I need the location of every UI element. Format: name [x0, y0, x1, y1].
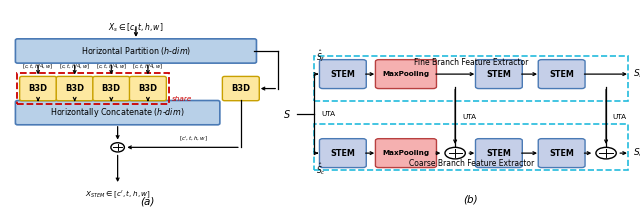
Text: Horizontal Partition ($h$-$dim$): Horizontal Partition ($h$-$dim$) [81, 45, 191, 57]
Text: $[c, t, h/4, w]$: $[c, t, h/4, w]$ [132, 63, 164, 71]
Text: $S_c$: $S_c$ [632, 147, 640, 159]
FancyBboxPatch shape [56, 76, 93, 101]
Text: Horizontally Concatenate ($h$-$dim$): Horizontally Concatenate ($h$-$dim$) [51, 106, 185, 119]
Circle shape [596, 147, 616, 159]
Text: B3D: B3D [65, 84, 84, 93]
FancyBboxPatch shape [129, 76, 166, 101]
Text: MaxPooling: MaxPooling [382, 71, 429, 77]
FancyBboxPatch shape [93, 76, 130, 101]
Text: UTA: UTA [321, 111, 335, 117]
Text: STEM: STEM [549, 149, 574, 158]
FancyBboxPatch shape [222, 76, 259, 101]
Text: $X_s \in [c, t, h, w]$: $X_s \in [c, t, h, w]$ [108, 21, 164, 34]
Text: (a): (a) [140, 196, 154, 206]
FancyBboxPatch shape [376, 139, 436, 168]
FancyBboxPatch shape [476, 139, 522, 168]
Circle shape [111, 143, 124, 152]
Text: STEM: STEM [330, 149, 355, 158]
Circle shape [445, 147, 465, 159]
FancyBboxPatch shape [15, 101, 220, 125]
Text: $[c, t, h/4, w]$: $[c, t, h/4, w]$ [22, 63, 54, 71]
FancyBboxPatch shape [538, 139, 585, 168]
Text: (b): (b) [463, 194, 477, 204]
Text: Coarse Branch Feature Extractor: Coarse Branch Feature Extractor [408, 159, 534, 168]
Text: B3D: B3D [231, 84, 250, 93]
FancyBboxPatch shape [15, 39, 257, 63]
FancyBboxPatch shape [319, 139, 366, 168]
Text: STEM: STEM [549, 70, 574, 79]
Text: MaxPooling: MaxPooling [382, 150, 429, 156]
Text: $\hat{S}_c$: $\hat{S}_c$ [316, 161, 326, 177]
Text: $[c, t, h/4, w]$: $[c, t, h/4, w]$ [59, 63, 90, 71]
Text: $S$: $S$ [284, 108, 291, 120]
Text: B3D: B3D [138, 84, 157, 93]
Text: STEM: STEM [330, 70, 355, 79]
Text: $[c^{\prime}, t, h, w]$: $[c^{\prime}, t, h, w]$ [179, 135, 208, 143]
FancyBboxPatch shape [476, 60, 522, 88]
Text: UTA: UTA [613, 114, 627, 120]
FancyBboxPatch shape [319, 60, 366, 88]
FancyBboxPatch shape [538, 60, 585, 88]
Bar [17, 73, 169, 104]
Text: $[c, t, h/4, w]$: $[c, t, h/4, w]$ [95, 63, 127, 71]
Text: STEM: STEM [486, 70, 511, 79]
Text: Fine Branch Feature Extractor: Fine Branch Feature Extractor [414, 58, 529, 67]
Text: UTA: UTA [462, 114, 476, 120]
Text: STEM: STEM [486, 149, 511, 158]
FancyBboxPatch shape [20, 76, 56, 101]
Text: B3D: B3D [102, 84, 121, 93]
Text: $S_f$: $S_f$ [632, 68, 640, 80]
Text: $X_{STEM} \in [c^{\prime}, t, h, w]$: $X_{STEM} \in [c^{\prime}, t, h, w]$ [84, 189, 150, 200]
FancyBboxPatch shape [376, 60, 436, 88]
Text: $\hat{S}_f$: $\hat{S}_f$ [316, 49, 326, 64]
Text: share: share [172, 96, 193, 102]
Text: B3D: B3D [29, 84, 47, 93]
